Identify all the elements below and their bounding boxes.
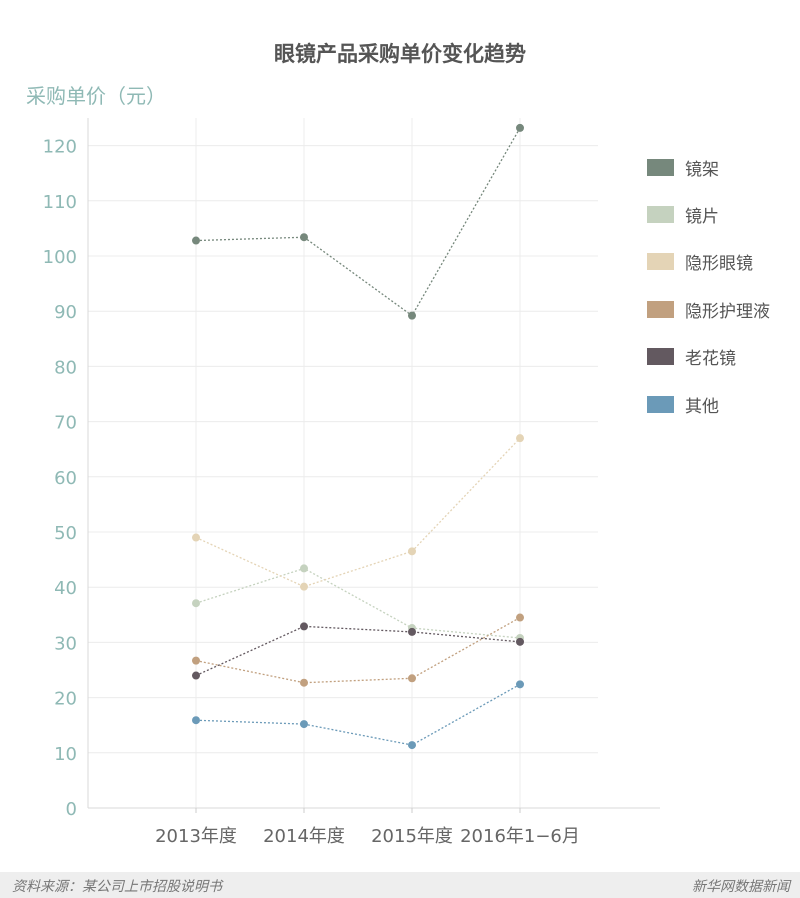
series-lines [195,127,521,746]
legend-label: 老花镜 [685,349,736,370]
y-tick-label: 110 [43,192,77,213]
data-point-1-0 [192,599,200,608]
data-point-3-2 [408,674,416,683]
data-point-0-1 [300,233,308,242]
data-point-4-2 [408,627,416,636]
series-line-3 [195,616,521,684]
chart-axes [87,118,660,813]
legend-item-5: 其他 [647,393,719,417]
data-point-3-3 [516,613,524,622]
brand-credit: 新华网数据新闻 [692,879,790,895]
data-point-4-0 [192,671,200,680]
y-tick-label: 70 [54,413,77,434]
legend-item-1: 镜片 [647,203,719,227]
y-tick-label: 40 [54,578,77,599]
legend-swatch [647,348,674,366]
data-point-0-0 [192,236,200,245]
legend-item-3: 隐形护理液 [647,298,770,322]
x-tick-label: 2013年度 [155,826,237,847]
data-point-0-2 [408,311,416,320]
data-point-5-0 [192,716,200,725]
data-point-4-1 [300,622,308,631]
legend-swatch [647,158,674,176]
chart-grid [88,118,598,808]
series-line-4 [195,625,521,677]
legend-label: 镜片 [685,206,719,227]
source-note: 资料来源：某公司上市招股说明书 [12,879,222,895]
x-tick-label: 2015年度 [371,826,453,847]
y-tick-label: 90 [54,302,77,323]
series-line-2 [195,437,521,588]
x-tick-label: 2014年度 [263,826,345,847]
y-tick-label: 120 [43,137,77,158]
data-point-5-3 [516,680,524,689]
y-tick-label: 10 [54,744,77,765]
data-point-0-3 [516,123,524,132]
legend-swatch [647,205,674,223]
legend-label: 隐形眼镜 [685,254,753,275]
y-tick-label: 80 [54,357,77,378]
legend-swatch [647,300,674,318]
tick-labels: 0 10 20 30 40 50 60 70 80 90 100 110 120 2013年度 2014年度… [43,137,580,847]
y-tick-label: 50 [54,523,77,544]
data-point-5-2 [408,741,416,750]
y-tick-label: 30 [54,633,77,654]
chart-title: 眼镜产品采购单价变化趋势 [274,42,526,66]
y-tick-label: 0 [66,799,77,820]
series-points [192,123,524,750]
data-point-2-0 [192,533,200,542]
legend-label: 其他 [685,396,719,417]
data-point-4-3 [516,637,524,646]
series-line-5 [195,683,521,746]
data-point-3-0 [192,656,200,665]
legend-label: 镜架 [685,159,719,180]
y-tick-label: 100 [43,247,77,268]
data-point-2-2 [408,547,416,556]
legend-item-4: 老花镜 [647,346,736,370]
data-point-1-1 [300,564,308,573]
x-tick-label: 2016年1−6月 [460,826,580,847]
y-axis-label: 采购单价（元） [26,84,166,108]
footer-bar: 资料来源：某公司上市招股说明书 新华网数据新闻 [0,872,800,898]
series-line-1 [195,567,521,639]
data-point-2-3 [516,434,524,443]
y-tick-label: 20 [54,689,77,710]
data-point-3-1 [300,678,308,687]
legend-swatch [647,395,674,413]
y-tick-label: 60 [54,468,77,489]
legend-item-2: 隐形眼镜 [647,251,753,275]
series-line-0 [195,127,521,317]
legend-item-0: 镜架 [647,156,719,180]
data-point-5-1 [300,720,308,729]
legend-label: 隐形护理液 [685,301,770,322]
legend-swatch [647,253,674,271]
data-point-2-1 [300,582,308,591]
